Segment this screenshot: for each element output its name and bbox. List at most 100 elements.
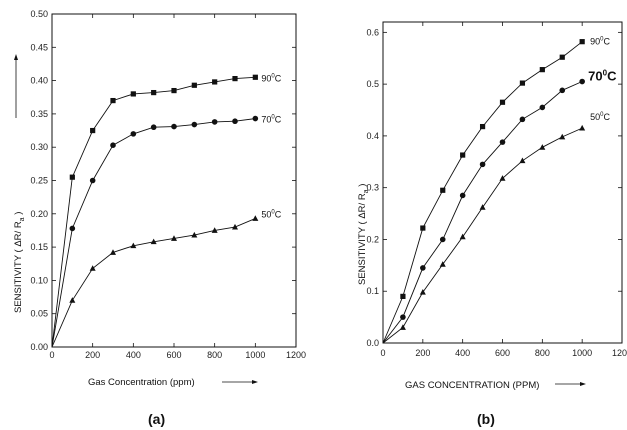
y-tick-label: 0.1	[366, 286, 379, 296]
panel-label-a: (a)	[148, 411, 165, 427]
x-tick-label: 600	[495, 348, 510, 358]
plot-frame	[51, 13, 297, 348]
data-point-70	[232, 118, 238, 125]
data-point-50	[419, 289, 426, 295]
plot-0: 0.00 0.05 0.10 0.15 0.20 0.25 0.30 0.35 0.40 0.45…	[30, 9, 306, 360]
series-line-50	[382, 127, 583, 344]
data-point-90	[539, 67, 545, 73]
y-tick-label: 0.30	[30, 142, 48, 152]
y-tick-label: 0.15	[30, 242, 48, 252]
data-point-50	[579, 124, 586, 131]
x-tick-label: 1000	[245, 350, 265, 360]
data-point-70	[191, 121, 198, 128]
data-point-90	[151, 89, 157, 96]
data-point-50	[499, 175, 506, 181]
data-point-90	[559, 54, 565, 60]
panel-b: GAS CONCENTRATION (PPM) SENSITIVITY ( ΔR…	[357, 184, 586, 427]
x-tick-label: 400	[455, 348, 470, 358]
data-point-90	[212, 79, 218, 85]
data-point-70	[89, 177, 96, 184]
data-point-50	[399, 324, 406, 330]
data-point-50	[150, 238, 157, 245]
data-point-70	[69, 225, 76, 232]
data-point-90	[110, 97, 116, 104]
data-point-90	[519, 80, 526, 86]
data-point-50	[130, 242, 137, 249]
series-line-90	[382, 41, 583, 344]
series-label-50: 500C	[590, 112, 610, 122]
x-tick-label: 200	[85, 350, 100, 360]
data-point-70	[559, 87, 566, 94]
series-line-90	[51, 76, 256, 348]
data-point-50	[232, 223, 238, 230]
data-point-90	[440, 187, 446, 193]
series-label-50: 500C	[261, 209, 281, 219]
data-point-50	[171, 235, 177, 241]
data-point-50	[69, 297, 76, 303]
y-tick-label: 0.40	[30, 76, 48, 86]
data-point-70	[130, 131, 137, 137]
data-point-90	[579, 39, 585, 45]
data-point-70	[150, 124, 157, 131]
data-point-90	[420, 225, 426, 231]
data-point-90	[460, 152, 466, 158]
data-point-50	[110, 249, 116, 255]
data-point-70	[420, 265, 426, 271]
y-tick-label: 0.35	[30, 109, 48, 119]
x-tick-label: 1000	[572, 348, 592, 358]
data-point-70	[439, 236, 446, 243]
y-tick-label: 0.10	[30, 275, 48, 285]
x-tick-label: 0	[49, 350, 54, 360]
data-point-90	[69, 174, 75, 180]
data-point-90	[171, 87, 177, 94]
x-tick-label: 0	[380, 348, 385, 358]
y-tick-label: 0.4	[366, 131, 379, 141]
data-point-50	[559, 133, 566, 140]
data-point-70	[110, 142, 116, 149]
data-point-70	[499, 139, 506, 145]
data-point-70	[171, 123, 177, 130]
data-point-70	[519, 116, 526, 123]
plot-1: 0.0 0.1 0.2 0.3 0.4 0.5 0.6 0 200 400 600 800 1000 12…	[366, 21, 627, 358]
x-tick-label: 1200	[286, 350, 306, 360]
data-point-50	[252, 215, 259, 221]
panel-a: Gas Concentration (ppm) SENSITIVITY ( ΔR…	[13, 54, 258, 427]
data-point-50	[89, 265, 96, 271]
y-axis-arrow-a	[14, 54, 18, 118]
y-tick-label: 0.3	[366, 183, 379, 193]
data-point-50	[479, 204, 486, 210]
y-tick-label: 0.50	[30, 9, 48, 19]
y-tick-label: 0.05	[30, 309, 48, 319]
y-tick-label: 0.5	[366, 79, 379, 89]
data-point-50	[191, 231, 198, 238]
data-point-90	[90, 127, 96, 134]
y-tick-label: 0.6	[366, 27, 379, 37]
y-tick-label: 0.00	[30, 342, 48, 352]
data-point-90	[499, 99, 506, 105]
data-point-70	[479, 161, 486, 168]
y-tick-label: 0.20	[30, 209, 48, 219]
data-point-70	[459, 192, 466, 199]
data-point-50	[211, 227, 218, 233]
data-point-70	[211, 119, 218, 125]
x-tick-label: 600	[166, 350, 181, 360]
data-point-50	[439, 261, 446, 267]
y-axis-label-b: SENSITIVITY ( ΔR/ Ra )	[357, 184, 370, 285]
data-point-90	[252, 74, 258, 80]
x-axis-arrow-b	[555, 382, 586, 386]
data-point-70	[400, 314, 406, 320]
series-label-90: 900C	[261, 73, 281, 83]
panel-label-b: (b)	[477, 411, 495, 427]
data-point-50	[539, 144, 546, 150]
x-tick-label: 800	[207, 350, 222, 360]
data-point-90	[232, 76, 238, 82]
x-tick-label: 200	[415, 348, 430, 358]
data-point-90	[191, 82, 197, 88]
series-label-70: 700C	[261, 115, 281, 125]
data-point-90	[479, 123, 486, 130]
data-point-90	[400, 293, 406, 300]
x-tick-label: 400	[126, 350, 141, 360]
x-axis-label-a: Gas Concentration (ppm)	[88, 377, 195, 388]
y-tick-label: 0.45	[30, 42, 48, 52]
